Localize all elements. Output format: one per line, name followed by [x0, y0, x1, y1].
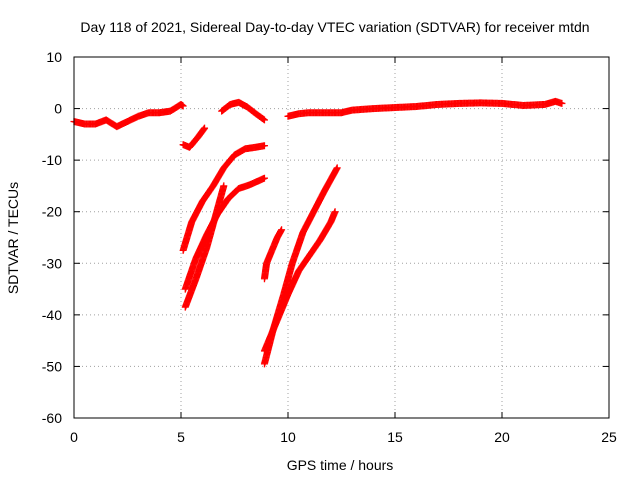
- y-tick-label: -30: [42, 255, 62, 271]
- data-series-arc-10: [284, 97, 566, 120]
- y-tick-label: 0: [54, 101, 62, 117]
- y-tick-label: -40: [42, 307, 62, 323]
- plot-frame: [73, 56, 610, 419]
- data-series-arc-2: [179, 124, 209, 151]
- x-tick-label: 10: [280, 429, 296, 445]
- data-layer: [70, 97, 566, 368]
- data-series-arc-6: [218, 98, 268, 124]
- data-point: [201, 124, 209, 132]
- x-tick-label: 25: [601, 429, 617, 445]
- data-point: [179, 102, 187, 110]
- data-point: [333, 164, 341, 172]
- y-tick-label: -60: [42, 410, 62, 426]
- data-series-arc-9: [260, 208, 339, 355]
- data-point: [260, 115, 268, 123]
- data-point: [331, 208, 339, 216]
- y-axis-label: SDTVAR / TECUs: [5, 182, 21, 294]
- data-series-arc-3: [179, 142, 268, 254]
- data-point: [260, 116, 268, 124]
- data-series-arc-7: [260, 226, 286, 283]
- x-tick-label: 0: [70, 429, 78, 445]
- data-point: [260, 174, 268, 182]
- y-tick-label: -50: [42, 358, 62, 374]
- data-series-arc-1: [70, 100, 187, 131]
- chart-title: Day 118 of 2021, Sidereal Day-to-day VTE…: [80, 19, 589, 35]
- y-tick-label: -20: [42, 204, 62, 220]
- data-series-arc-5: [181, 182, 228, 311]
- x-tick-label: 5: [177, 429, 185, 445]
- y-tick-label: 10: [46, 49, 62, 65]
- x-tick-label: 15: [387, 429, 403, 445]
- x-axis-label: GPS time / hours: [287, 457, 394, 473]
- data-point: [260, 142, 268, 150]
- data-point: [220, 182, 228, 190]
- data-point: [558, 99, 566, 107]
- data-point: [278, 226, 286, 234]
- tick-layer: 0 5 10 15 20 25 10 0 -10 -20 -30 -40 -50 -60: [42, 49, 617, 445]
- x-tick-label: 20: [494, 429, 510, 445]
- y-tick-label: -10: [42, 152, 62, 168]
